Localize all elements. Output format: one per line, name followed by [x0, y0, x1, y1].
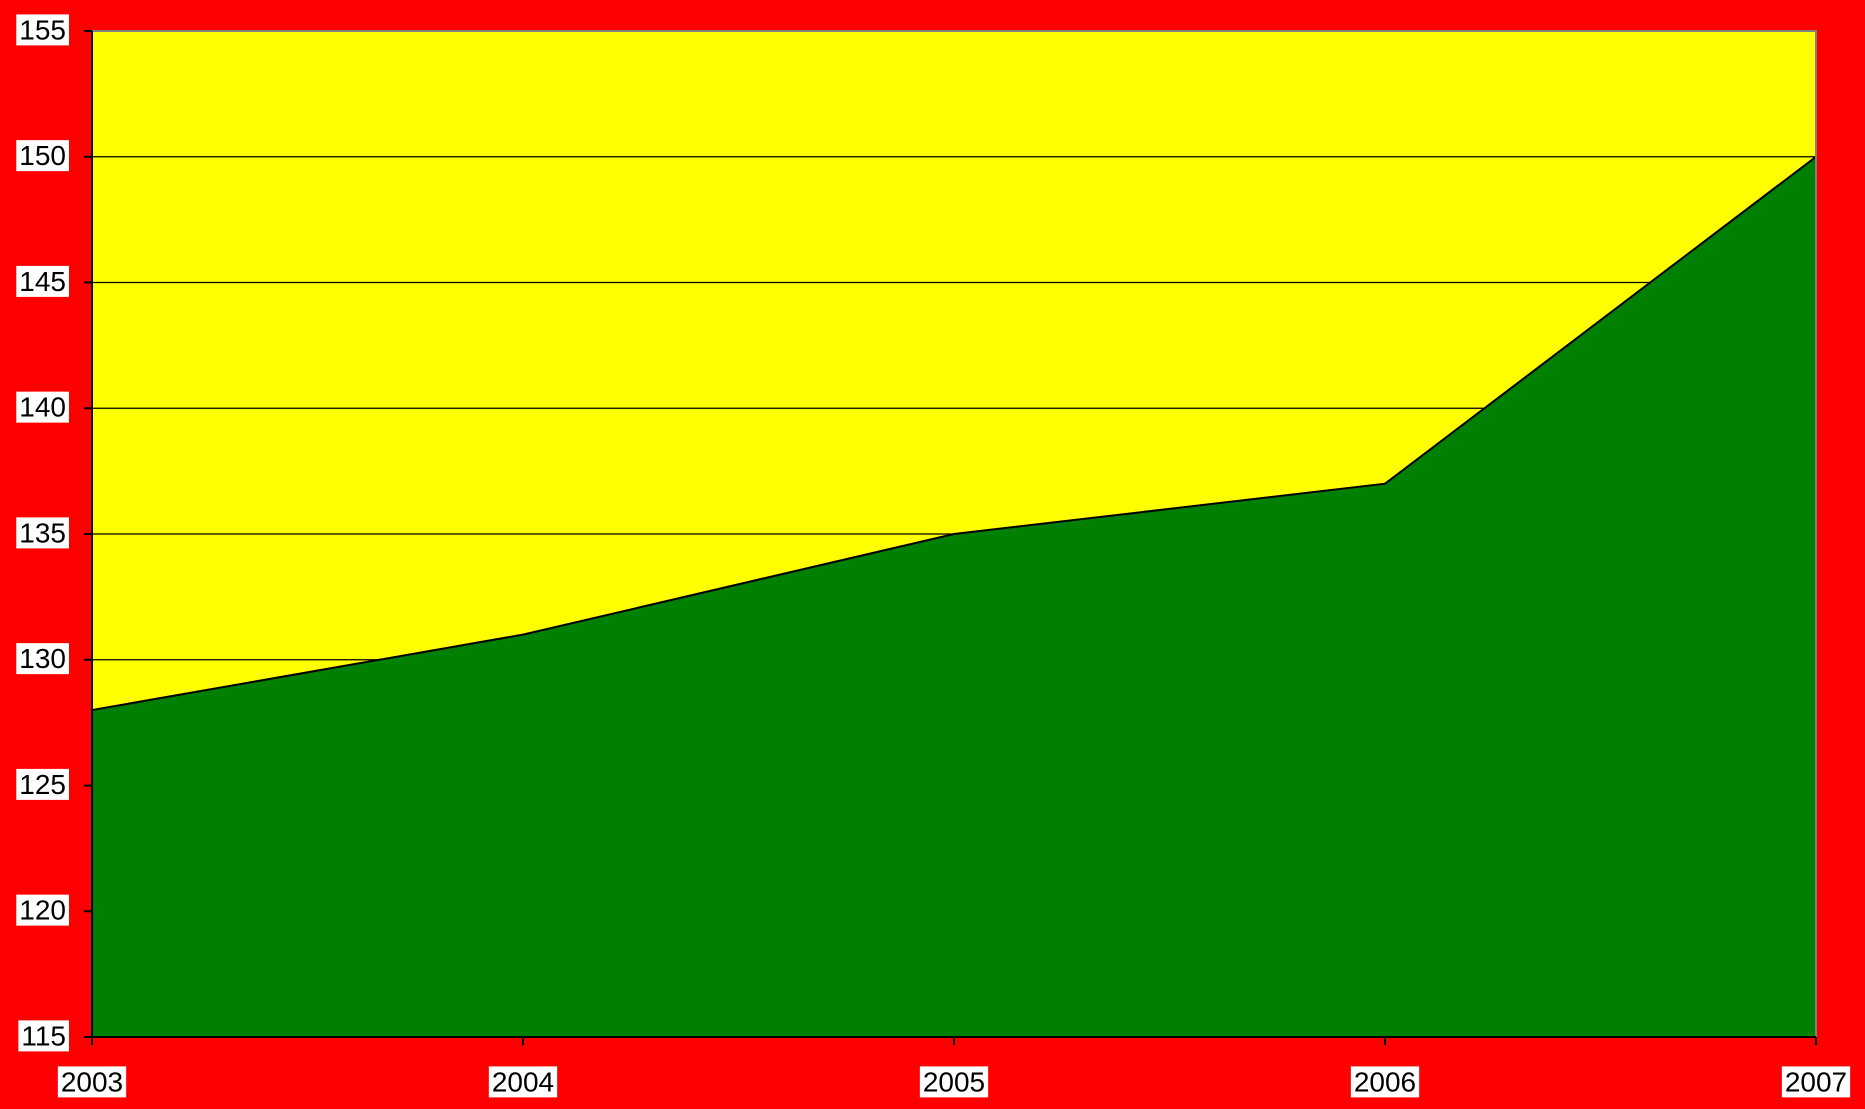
y-tick-label: 155 [19, 14, 66, 45]
x-tick-label: 2004 [492, 1066, 554, 1097]
y-tick-label-box [16, 14, 69, 46]
x-tick-label-box [919, 1066, 989, 1098]
y-tick-label-box [16, 894, 69, 926]
y-tick-label: 125 [19, 769, 66, 800]
x-tick-label: 2005 [923, 1066, 985, 1097]
y-tick-label-box [16, 643, 69, 675]
area-outline [91, 155, 1817, 712]
x-tick-label-box [488, 1066, 558, 1098]
y-tick-label-box [16, 265, 69, 297]
y-tick-label: 130 [19, 643, 66, 674]
x-tick-label-box [1781, 1066, 1851, 1098]
y-tick-label: 115 [21, 1020, 66, 1051]
y-tick-label-box [18, 1020, 69, 1052]
area [92, 156, 1816, 1037]
y-tick-label: 145 [19, 266, 66, 297]
x-tick-label-box [1350, 1066, 1420, 1098]
y-tick-label: 120 [19, 895, 66, 926]
y-tick-label: 140 [19, 392, 66, 423]
x-tick-label: 2006 [1354, 1066, 1416, 1097]
x-tick-label-box [57, 1066, 127, 1098]
y-tick-label: 150 [19, 140, 66, 171]
x-tick-label: 2007 [1785, 1066, 1847, 1097]
y-tick-label-box [16, 391, 69, 423]
y-tick-label-box [16, 768, 69, 800]
y-tick-label-box [16, 140, 69, 172]
x-tick-label: 2003 [61, 1066, 123, 1097]
y-tick-label-box [16, 517, 69, 549]
y-tick-label: 135 [19, 517, 66, 548]
